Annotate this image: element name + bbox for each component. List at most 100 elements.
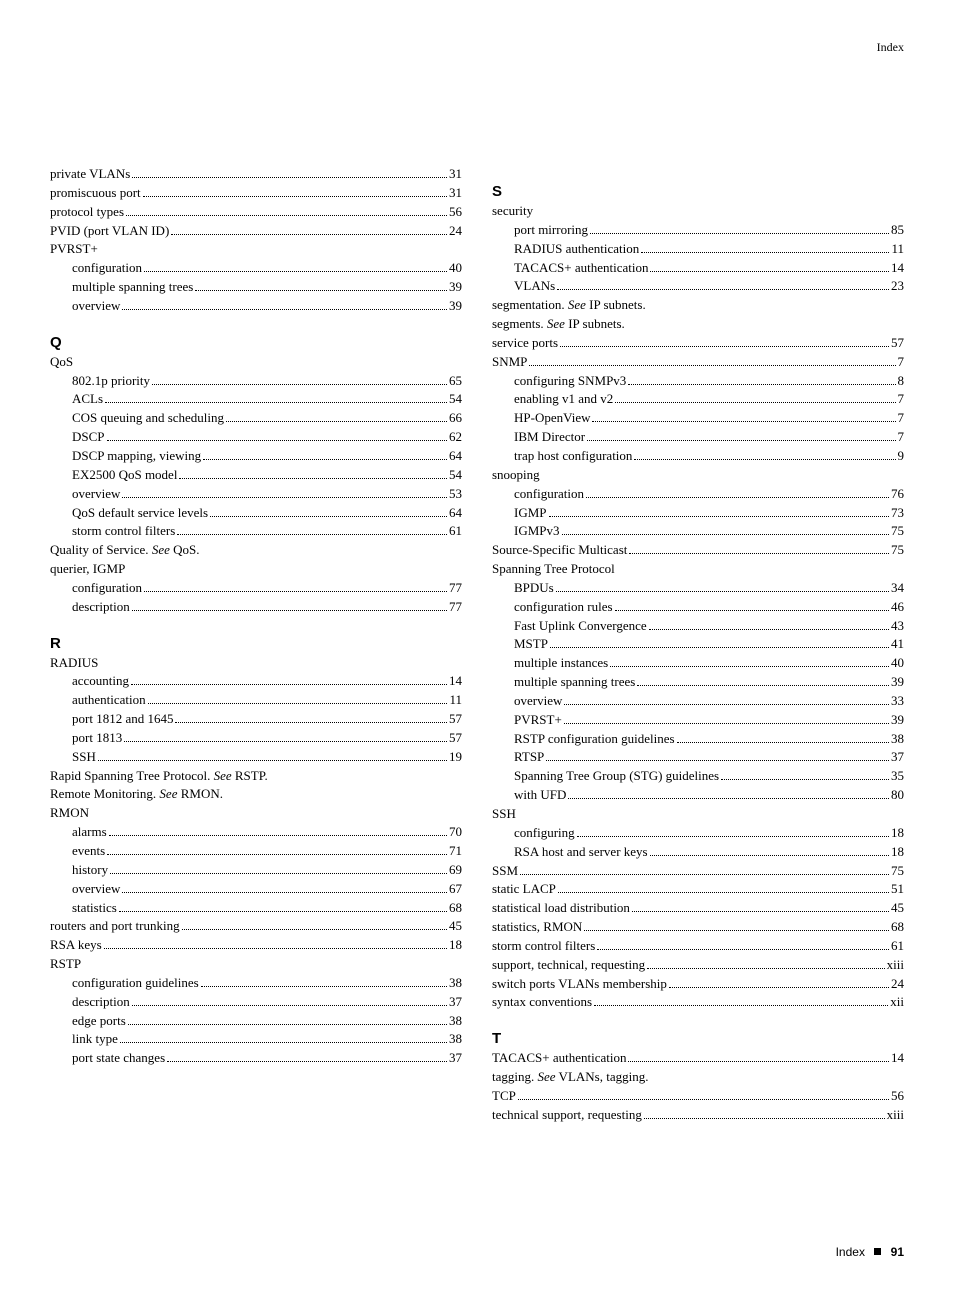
index-entry: Source-Specific Multicast75 — [492, 541, 904, 560]
entry-page: 45 — [891, 899, 904, 918]
entry-page: 61 — [891, 937, 904, 956]
entry-label: BPDUs — [514, 579, 554, 598]
index-entry: port 181357 — [50, 729, 462, 748]
index-entry: QoS default service levels64 — [50, 504, 462, 523]
leader-dots — [650, 855, 889, 856]
leader-dots — [641, 252, 889, 253]
leader-dots — [594, 1005, 888, 1006]
index-entry: SSM 75 — [492, 862, 904, 881]
index-entry: ACLs54 — [50, 390, 462, 409]
index-entry: TACACS+ authentication14 — [492, 1049, 904, 1068]
entry-label: port state changes — [72, 1049, 165, 1068]
index-entry: history69 — [50, 861, 462, 880]
entry-page: 68 — [449, 899, 462, 918]
index-entry: storm control filters61 — [492, 937, 904, 956]
entry-label: port 1813 — [72, 729, 122, 748]
index-entry: BPDUs34 — [492, 579, 904, 598]
leader-dots — [128, 1024, 447, 1025]
entry-page: 57 — [891, 334, 904, 353]
leader-dots — [721, 779, 889, 780]
leader-dots — [203, 459, 447, 460]
index-columns: private VLANs31promiscuous port31protoco… — [50, 165, 904, 1125]
index-entry: enabling v1 and v2 7 — [492, 390, 904, 409]
entry-page: 11 — [449, 691, 462, 710]
entry-label: enabling v1 and v2 — [514, 390, 613, 409]
entry-page: 43 — [891, 617, 904, 636]
index-heading: PVRST+ — [50, 240, 462, 259]
index-entry: configuring SNMPv38 — [492, 372, 904, 391]
entry-label: port mirroring — [514, 221, 588, 240]
entry-page: 75 — [891, 862, 904, 881]
left-column: private VLANs31promiscuous port31protoco… — [50, 165, 462, 1125]
entry-page: 7 — [898, 428, 905, 447]
footer-square-icon — [874, 1248, 881, 1255]
entry-label: multiple instances — [514, 654, 608, 673]
index-letter: T — [492, 1030, 904, 1047]
entry-label: RSTP configuration guidelines — [514, 730, 675, 749]
entry-label: PVID (port VLAN ID) — [50, 222, 169, 241]
entry-page: 23 — [891, 277, 904, 296]
leader-dots — [143, 196, 447, 197]
entry-label: service ports — [492, 334, 558, 353]
entry-label: configuration — [72, 259, 142, 278]
leader-dots — [560, 346, 889, 347]
index-entry: EX2500 QoS model54 — [50, 466, 462, 485]
leader-dots — [226, 421, 447, 422]
entry-label: PVRST+ — [514, 711, 562, 730]
entry-page: 38 — [891, 730, 904, 749]
leader-dots — [201, 986, 447, 987]
index-entry: private VLANs31 — [50, 165, 462, 184]
leader-dots — [629, 553, 889, 554]
leader-dots — [518, 1099, 889, 1100]
leader-dots — [122, 892, 447, 893]
index-entry: TACACS+ authentication14 — [492, 259, 904, 278]
entry-label: MSTP — [514, 635, 548, 654]
index-entry: statistics68 — [50, 899, 462, 918]
entry-page: 37 — [449, 1049, 462, 1068]
index-entry: MSTP41 — [492, 635, 904, 654]
leader-dots — [546, 760, 889, 761]
leader-dots — [669, 987, 889, 988]
entry-page: 45 — [449, 917, 462, 936]
entry-label: trap host configuration — [514, 447, 632, 466]
entry-page: 24 — [449, 222, 462, 241]
index-entry: service ports 57 — [492, 334, 904, 353]
index-entry: configuration 40 — [50, 259, 462, 278]
entry-page: 40 — [449, 259, 462, 278]
leader-dots — [119, 911, 447, 912]
entry-label: port 1812 and 1645 — [72, 710, 173, 729]
leader-dots — [144, 591, 447, 592]
index-entry: port state changes 37 — [50, 1049, 462, 1068]
entry-page: xiii — [887, 956, 904, 975]
entry-page: 76 — [891, 485, 904, 504]
entry-label: statistical load distribution — [492, 899, 630, 918]
index-letter: R — [50, 635, 462, 652]
entry-page: 68 — [891, 918, 904, 937]
entry-page: 33 — [891, 692, 904, 711]
index-entry: Spanning Tree Group (STG) guidelines35 — [492, 767, 904, 786]
index-entry: description77 — [50, 598, 462, 617]
index-see-ref: Remote Monitoring. See RMON. — [50, 785, 462, 804]
index-entry: storm control filters61 — [50, 522, 462, 541]
leader-dots — [529, 365, 895, 366]
index-see-ref: segments. See IP subnets. — [492, 315, 904, 334]
index-entry: port mirroring85 — [492, 221, 904, 240]
index-entry: switch ports VLANs membership24 — [492, 975, 904, 994]
index-entry: with UFD80 — [492, 786, 904, 805]
leader-dots — [557, 289, 889, 290]
entry-page: 7 — [898, 390, 905, 409]
entry-label: storm control filters — [72, 522, 175, 541]
leader-dots — [634, 459, 895, 460]
index-entry: configuring18 — [492, 824, 904, 843]
entry-label: SSM — [492, 862, 518, 881]
index-entry: DSCP62 — [50, 428, 462, 447]
leader-dots — [562, 534, 889, 535]
entry-page: 56 — [449, 203, 462, 222]
entry-page: 69 — [449, 861, 462, 880]
leader-dots — [590, 233, 889, 234]
entry-label: configuration — [514, 485, 584, 504]
index-entry: RADIUS authentication11 — [492, 240, 904, 259]
index-entry: support, technical, requestingxiii — [492, 956, 904, 975]
entry-page: 71 — [449, 842, 462, 861]
entry-page: 64 — [449, 447, 462, 466]
